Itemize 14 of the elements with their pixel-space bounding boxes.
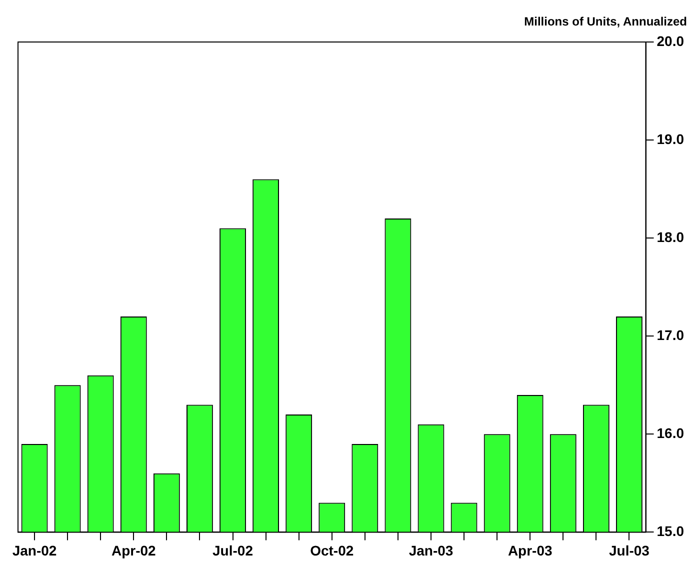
y-tick-label: 17.0 [656,326,684,343]
x-tick-label: Jan-02 [12,542,57,558]
y-axis-title: Millions of Units, Annualized [524,14,687,28]
y-tick-label: 20.0 [656,32,684,49]
y-tick-label: 15.0 [656,523,684,540]
x-tick-label: Oct-02 [310,542,354,558]
y-tick-label: 19.0 [656,130,684,147]
x-tick-label: Jul-03 [609,542,650,558]
y-tick-label: 16.0 [656,425,684,442]
x-tick-label: Jan-03 [408,542,454,558]
x-tick-label: Apr-03 [508,542,552,558]
y-tick-label: 18.0 [656,228,684,245]
x-tick-label: Apr-02 [111,542,156,558]
x-tick-label: Jul-02 [212,542,254,558]
